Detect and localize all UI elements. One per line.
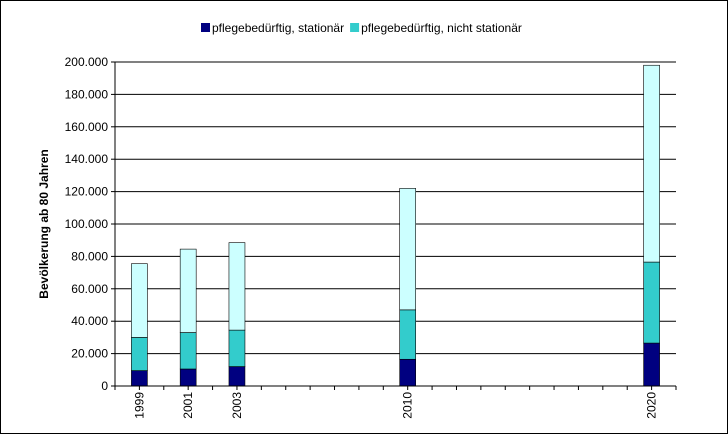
- x-tick-label: 2003: [230, 392, 244, 419]
- y-axis: 0 20.000 40.000 60.000 80.000 100.000 120.000 1…: [65, 55, 116, 393]
- y-tick-label: 160.000: [65, 120, 109, 134]
- legend-label: pflegebedürftig, stationär: [212, 21, 344, 35]
- bar-segment-stationaer-2010: [399, 358, 416, 387]
- bar-segment-nicht-stationaer-2020: [643, 261, 660, 344]
- bar-segment-rest-2001: [179, 248, 197, 333]
- y-tick-label: 200.000: [65, 55, 109, 69]
- y-tick-label: 120.000: [65, 185, 109, 199]
- legend: pflegebedürftig, stationär pflegebedürfti…: [201, 21, 522, 35]
- bar-segment-rest-2003: [228, 242, 246, 331]
- y-tick-label: 20.000: [71, 347, 108, 361]
- bar-segment-stationaer-2003: [228, 366, 246, 387]
- x-tick-label: 2020: [645, 392, 659, 419]
- bars: [131, 64, 660, 387]
- x-tick-label: 2010: [401, 392, 415, 419]
- bar-segment-nicht-stationaer-2003: [228, 329, 246, 367]
- bar-segment-rest-1999: [131, 263, 148, 338]
- bar-segment-stationaer-2001: [179, 368, 197, 387]
- bar-segment-nicht-stationaer-2001: [179, 332, 197, 370]
- y-tick-label: 180.000: [65, 87, 109, 101]
- legend-label: pflegebedürftig, nicht stationär: [361, 21, 522, 35]
- bar-segment-nicht-stationaer-1999: [131, 337, 148, 371]
- y-axis-title: Bevölkerung ab 80 Jahren: [37, 149, 51, 298]
- y-tick-label: 0: [101, 379, 108, 393]
- y-tick-label: 140.000: [65, 152, 109, 166]
- y-tick-label: 40.000: [71, 314, 108, 328]
- bar-segment-nicht-stationaer-2010: [399, 309, 416, 360]
- x-tick-label: 1999: [132, 392, 146, 419]
- x-tick-label: 2001: [181, 392, 195, 419]
- y-tick-label: 60.000: [71, 282, 108, 296]
- legend-swatch: [350, 23, 360, 32]
- bar-segment-stationaer-2020: [643, 342, 660, 387]
- bar-segment-rest-2020: [643, 64, 660, 263]
- bar-segment-rest-2010: [399, 188, 416, 311]
- y-tick-label: 100.000: [65, 217, 109, 231]
- legend-swatch: [201, 23, 210, 32]
- x-axis: 1999 2001 2003 2010 2020: [114, 385, 677, 419]
- bar-segment-stationaer-1999: [131, 370, 148, 387]
- y-tick-label: 80.000: [71, 249, 108, 263]
- gridlines: [115, 61, 676, 355]
